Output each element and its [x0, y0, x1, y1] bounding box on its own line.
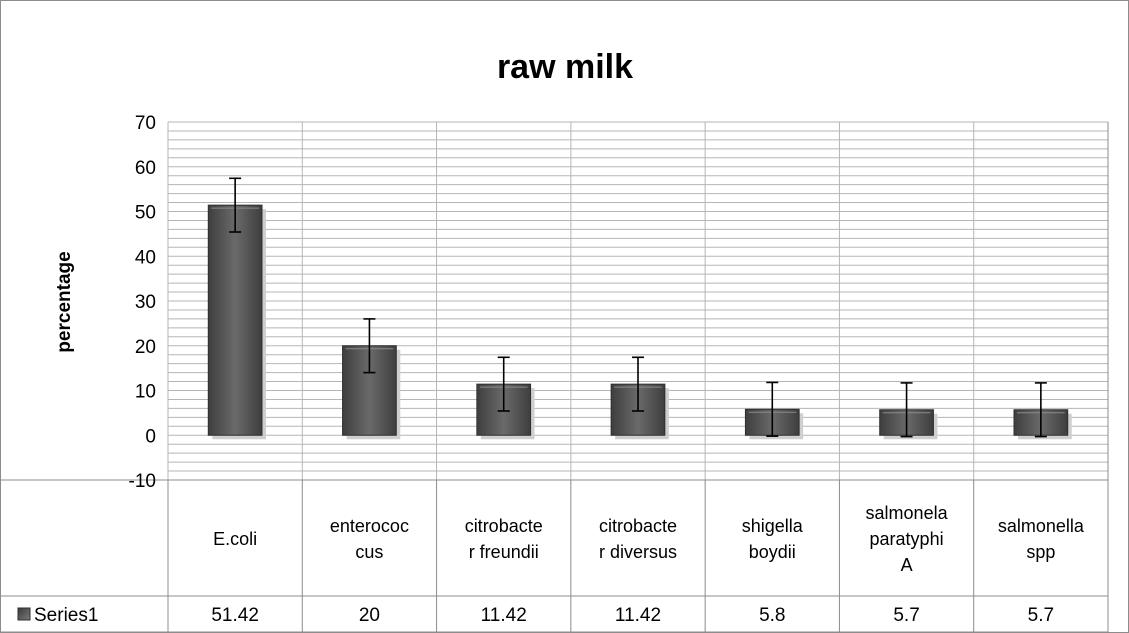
category-label: salmonella [998, 516, 1085, 536]
category-label: E.coli [213, 529, 257, 549]
data-table [0, 122, 1109, 633]
category-label: paratyphi [870, 529, 944, 549]
y-tick-label: 30 [135, 292, 156, 313]
y-tick-label: 60 [135, 158, 156, 179]
category-label: spp [1026, 542, 1055, 562]
category-label: salmonela [866, 503, 949, 523]
category-label: citrobacte [599, 516, 677, 536]
y-tick-label: -10 [129, 471, 156, 492]
y-tick-label: 20 [135, 337, 156, 358]
category-label: r diversus [599, 542, 677, 562]
category-label: boydii [749, 542, 796, 562]
data-table-value: 20 [359, 605, 380, 626]
data-table-value: 51.42 [211, 605, 259, 626]
bar [207, 204, 263, 436]
data-table-value: 11.42 [481, 605, 527, 626]
category-label: enterococ [330, 516, 409, 536]
y-tick-label: 0 [145, 426, 156, 447]
bars [207, 177, 1072, 440]
legend-swatch [17, 607, 31, 621]
data-table-value: 5.7 [893, 605, 919, 626]
y-tick-label: 50 [135, 203, 156, 224]
y-tick-label: 40 [135, 247, 156, 268]
y-axis-label: percentage [54, 251, 75, 352]
category-label: r freundii [469, 542, 539, 562]
category-label: A [901, 555, 913, 575]
category-label: shigella [742, 516, 804, 536]
y-tick-label: 10 [135, 382, 156, 403]
labels: -10 0 10 20 30 40 50 60 70 E.coli 51.42 enterococ cu… [17, 113, 1085, 626]
y-tick-label: 70 [135, 113, 156, 134]
legend-label: Series1 [34, 605, 98, 626]
data-table-value: 5.7 [1028, 605, 1054, 626]
chart-title: raw milk [497, 48, 633, 86]
data-table-value: 11.42 [615, 605, 661, 626]
category-label: citrobacte [465, 516, 543, 536]
data-table-value: 5.8 [759, 605, 785, 626]
category-label: cus [355, 542, 383, 562]
